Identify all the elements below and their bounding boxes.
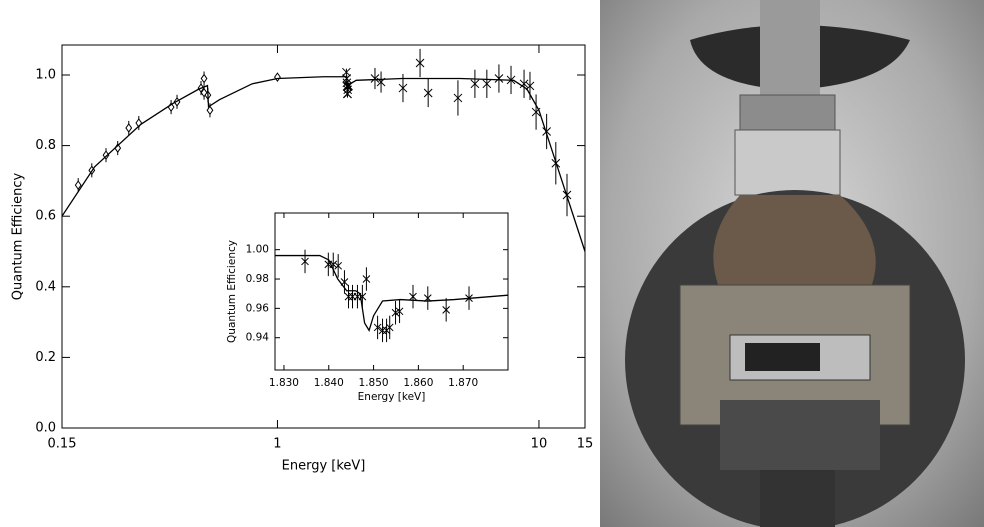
y-tick-label: 0.6 xyxy=(35,209,56,224)
x-axis-label: Energy [keV] xyxy=(358,391,426,403)
data-point xyxy=(362,275,371,283)
data-point xyxy=(373,323,382,332)
data-point xyxy=(301,257,309,266)
x-tick-label: 1.830 xyxy=(269,377,299,389)
data-point xyxy=(334,261,343,270)
y-tick-label: 1.00 xyxy=(246,244,269,256)
data-point xyxy=(542,127,551,136)
data-point xyxy=(370,74,380,83)
x-tick-label: 1.860 xyxy=(403,377,433,389)
data-point xyxy=(415,58,425,68)
y-tick-label: 0.94 xyxy=(246,332,270,344)
data-point xyxy=(343,89,352,99)
x-tick-label: 1.850 xyxy=(359,377,389,389)
data-point xyxy=(519,79,529,89)
y-axis-label: Quantum Efficiency xyxy=(11,172,26,300)
y-tick-label: 0.2 xyxy=(35,350,56,365)
x-tick-label: 0.15 xyxy=(48,437,77,452)
data-point xyxy=(329,260,338,269)
data-point xyxy=(398,83,408,93)
y-tick-label: 0.8 xyxy=(35,138,56,153)
x-tick-label: 1 xyxy=(273,437,281,452)
x-axis-label: Energy [keV] xyxy=(282,459,366,474)
data-point xyxy=(453,93,463,103)
model-line xyxy=(62,76,585,252)
data-point xyxy=(470,79,480,89)
photo xyxy=(600,0,984,527)
y-tick-label: 0.98 xyxy=(246,273,269,285)
data-point xyxy=(409,292,417,301)
data-point xyxy=(482,79,492,89)
x-tick-label: 15 xyxy=(577,437,594,452)
x-tick-label: 1.840 xyxy=(314,377,344,389)
x-tick-label: 1.870 xyxy=(448,377,478,389)
plot-area xyxy=(62,48,585,252)
model-line xyxy=(275,254,508,332)
y-tick-label: 0.96 xyxy=(246,302,270,314)
inset-chart: 1.830 1.840 1.850 1.860 1.870 0.94 0.96 0.98 1.0… xyxy=(226,212,509,403)
data-point xyxy=(125,123,133,133)
data-point xyxy=(206,105,214,116)
data-point xyxy=(395,307,404,316)
plot-area xyxy=(275,249,508,343)
y-tick-label: 0.4 xyxy=(35,279,56,294)
data-point xyxy=(391,308,400,317)
data-point xyxy=(342,67,351,77)
data-point xyxy=(200,73,208,84)
data-point xyxy=(74,180,82,191)
y-axis-label: Quantum Efficiency xyxy=(226,240,238,343)
y-tick-label: 1.0 xyxy=(35,68,56,83)
data-point xyxy=(494,74,504,83)
y-tick-label: 0.0 xyxy=(35,421,56,436)
data-point xyxy=(423,88,433,98)
data-point xyxy=(385,323,394,332)
x-tick-label: 10 xyxy=(531,437,548,452)
data-point xyxy=(442,305,451,314)
plot-frame xyxy=(274,212,509,371)
